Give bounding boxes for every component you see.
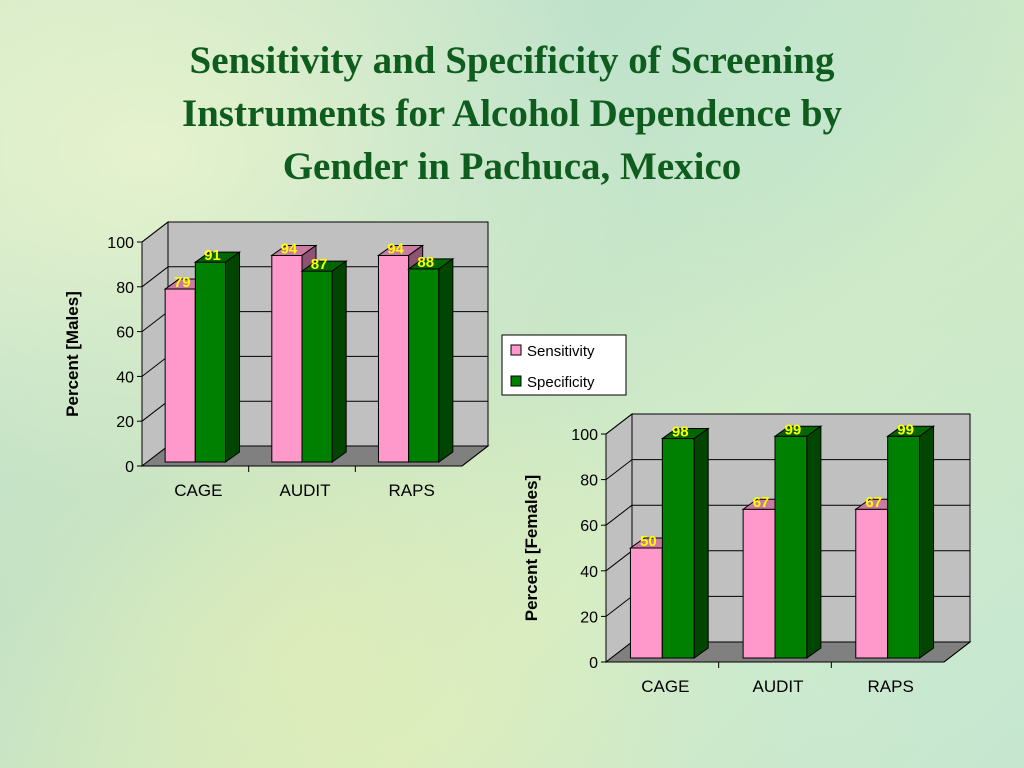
title-line-1: Sensitivity and Specificity of Screening [189, 39, 835, 82]
males-chart: 0 20 40 60 80 100 79 91 CAGE 94 87 AUDIT 94 88 RAPS Per… [63, 220, 490, 500]
males-bar-side-specificity-cage [225, 251, 241, 463]
females-category-label: AUDIT [753, 677, 804, 696]
females-data-label-sensitivity-audit: 67 [753, 494, 770, 511]
males-gridline-side [141, 266, 169, 288]
females-category-label: CAGE [641, 677, 689, 696]
females-ytick-label: 60 [580, 518, 598, 535]
females-data-label-specificity-cage: 98 [672, 424, 689, 441]
males-data-label-sensitivity-raps: 94 [387, 240, 404, 257]
males-category-label: CAGE [174, 481, 222, 500]
males-data-label-sensitivity-cage: 79 [174, 274, 191, 291]
males-bar-side-specificity-audit [331, 260, 347, 463]
females-bar-sensitivity-audit [742, 508, 776, 659]
females-ytick-label: 40 [580, 564, 598, 581]
females-bar-specificity-audit [774, 435, 808, 659]
males-ytick-label: 100 [107, 235, 134, 252]
males-category-label: AUDIT [280, 481, 331, 500]
males-bar-side-specificity-raps [438, 257, 454, 463]
females-data-label-sensitivity-raps: 67 [865, 494, 882, 511]
males-ytick-label: 40 [116, 369, 134, 386]
males-bar-sensitivity-raps [377, 254, 410, 463]
females-gridline-side [605, 550, 633, 572]
males-bar-sensitivity-audit [271, 254, 303, 463]
males-floor-edge [461, 445, 489, 467]
title-line-3: Gender in Pachuca, Mexico [282, 145, 742, 188]
females-bar-side-specificity-cage [693, 427, 709, 659]
females-ytick-label: 100 [571, 427, 598, 444]
males-ytick-label: 0 [125, 459, 134, 476]
females-bar-specificity-cage [661, 438, 695, 659]
females-chart: 0 20 40 60 80 100 50 98 CAGE 67 99 AUDIT 67 99 RAPS Per… [522, 412, 972, 696]
legend: Sensitivity Specificity [501, 334, 627, 396]
legend-label-sensitivity: Sensitivity [527, 343, 595, 360]
legend-label-specificity: Specificity [527, 374, 595, 391]
females-gridline-side [605, 504, 633, 526]
females-gridline-side [605, 596, 633, 617]
females-bar-side-specificity-audit [806, 425, 822, 659]
females-data-label-specificity-audit: 99 [785, 421, 802, 438]
title-line-2: Instruments for Alcohol Dependence by [181, 92, 843, 135]
females-data-label-specificity-raps: 99 [897, 421, 914, 438]
females-gridline-side [605, 459, 633, 480]
males-bar-specificity-cage [194, 261, 227, 463]
females-ytick-label: 80 [580, 473, 598, 490]
males-bar-sensitivity-cage [164, 288, 196, 463]
females-bar-sensitivity-raps [855, 508, 889, 659]
males-gridline-side [141, 311, 169, 332]
females-data-label-sensitivity-cage: 50 [640, 533, 657, 550]
females-category-label: RAPS [868, 677, 914, 696]
males-y-axis-label: Percent [Males] [63, 291, 82, 417]
females-ytick-label: 0 [589, 655, 598, 672]
males-data-label-specificity-cage: 91 [204, 247, 221, 264]
females-side-wall [605, 412, 633, 664]
males-bar-specificity-raps [408, 268, 440, 463]
females-bar-side-specificity-raps [919, 425, 935, 659]
males-ytick-label: 80 [116, 280, 134, 297]
females-floor-edge [943, 641, 971, 663]
males-gridline-side [141, 221, 169, 243]
females-ytick-label: 20 [580, 609, 598, 626]
males-gridline-side [141, 400, 169, 422]
females-bar-sensitivity-cage [629, 547, 663, 659]
males-bar-specificity-audit [301, 270, 333, 463]
legend-box [501, 334, 627, 396]
males-data-label-specificity-raps: 88 [417, 254, 434, 271]
males-gridline-side [141, 356, 169, 377]
males-ytick-label: 20 [116, 414, 134, 431]
slide-title: Sensitivity and Specificity of Screening… [40, 34, 984, 193]
females-y-axis-label: Percent [Females] [522, 475, 541, 621]
males-data-label-sensitivity-audit: 94 [281, 240, 298, 257]
males-category-label: RAPS [389, 481, 435, 500]
legend-swatch-sensitivity [510, 344, 522, 356]
males-side-wall [141, 220, 169, 468]
males-data-label-specificity-audit: 87 [311, 256, 328, 273]
legend-swatch-specificity [510, 375, 522, 387]
females-bar-specificity-raps [887, 435, 921, 659]
males-ytick-label: 60 [116, 325, 134, 342]
females-gridline-side [605, 413, 633, 435]
